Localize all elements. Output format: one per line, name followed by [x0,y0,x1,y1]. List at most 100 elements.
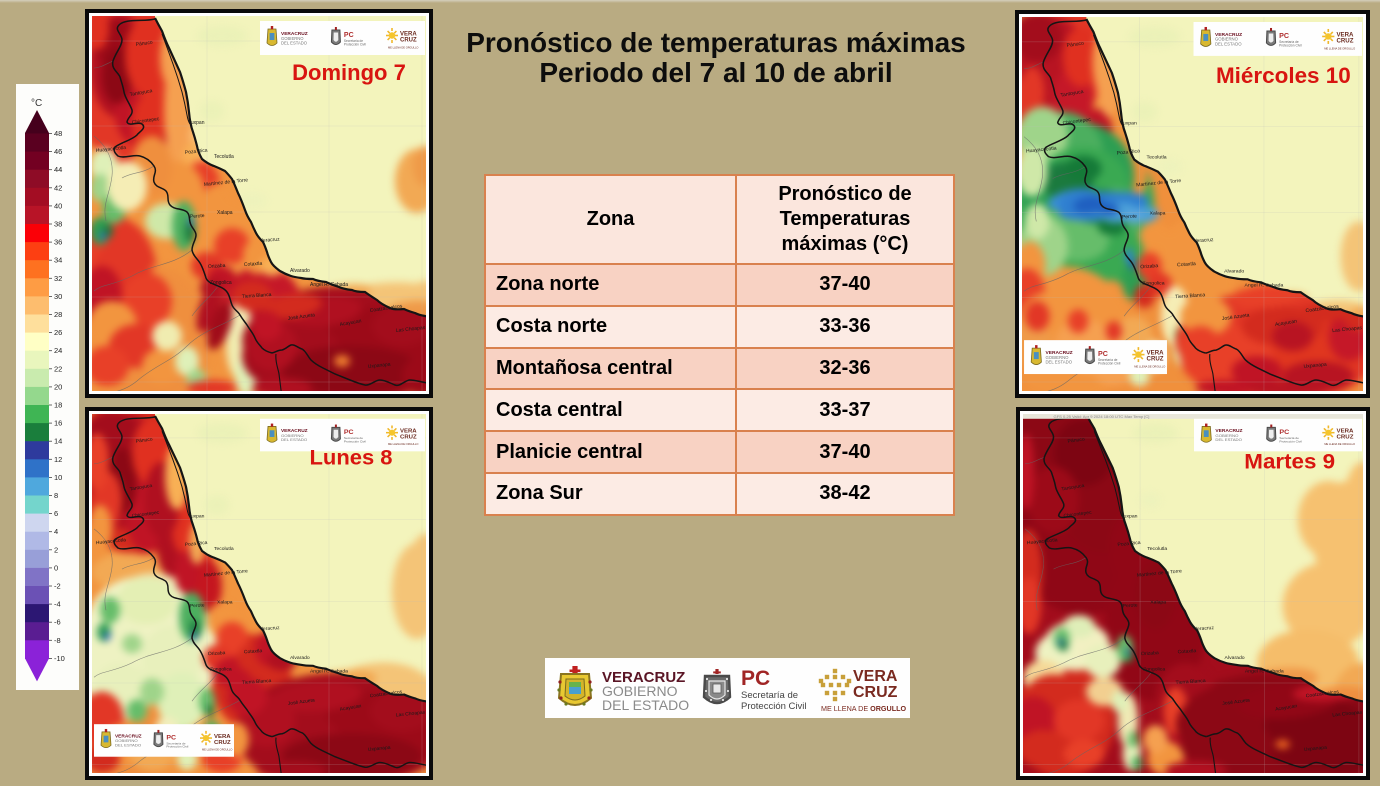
svg-text:Tierra Blanca: Tierra Blanca [1175,678,1206,686]
svg-text:Zongolica: Zongolica [1143,667,1165,673]
svg-text:GOBIERNO: GOBIERNO [1045,355,1069,360]
svg-text:Coatzacoalcos: Coatzacoalcos [369,689,403,699]
svg-text:ME LLENA DE ORGULLO: ME LLENA DE ORGULLO [202,749,232,752]
svg-text:Acayucan: Acayucan [1275,703,1298,712]
svg-text:Xalapa: Xalapa [217,210,233,216]
svg-text:GOBIERNO: GOBIERNO [281,433,304,438]
svg-text:GOBIERNO: GOBIERNO [1215,37,1239,42]
svg-text:Orizaba: Orizaba [208,650,226,657]
svg-text:Tecolutla: Tecolutla [214,154,234,160]
svg-text:Perote: Perote [190,602,205,609]
svg-text:Cotaxtla: Cotaxtla [1177,261,1196,268]
svg-text:Tecolutla: Tecolutla [1147,155,1167,161]
svg-text:ME LLENA DE ORGULLO: ME LLENA DE ORGULLO [1134,365,1165,369]
svg-text:GOBIERNO: GOBIERNO [281,36,304,41]
svg-text:José Azueta: José Azueta [287,312,315,322]
svg-text:Orizaba: Orizaba [1140,263,1158,270]
svg-text:Martínez de la Torre: Martínez de la Torre [204,568,249,578]
svg-text:Zongolica: Zongolica [1142,280,1164,286]
svg-text:DEL ESTADO: DEL ESTADO [1045,360,1072,365]
svg-text:CRUZ: CRUZ [1147,357,1164,363]
svg-text:Lunes 8: Lunes 8 [309,446,392,469]
svg-text:44: 44 [54,165,62,174]
svg-text:VERA: VERA [1147,351,1165,357]
svg-text:Secretaría de: Secretaría de [344,39,363,43]
svg-text:Veracruz: Veracruz [1193,237,1214,244]
svg-text:VERA: VERA [400,429,417,435]
svg-text:DEL ESTADO: DEL ESTADO [1215,437,1242,442]
svg-text:Chicontepec: Chicontepec [131,510,160,520]
svg-text:22: 22 [54,364,62,373]
svg-text:Acayucan: Acayucan [1274,318,1297,328]
svg-text:VERACRUZ: VERACRUZ [281,31,308,37]
svg-text:Martínez de la Torre: Martínez de la Torre [204,177,249,188]
svg-text:Coatzacoalcos: Coatzacoalcos [369,303,403,314]
svg-text:28: 28 [54,310,62,319]
svg-text:Orizaba: Orizaba [208,263,226,270]
svg-text:Veracruz: Veracruz [260,625,281,632]
svg-text:26: 26 [54,328,62,337]
svg-text:46: 46 [54,147,62,156]
svg-text:Perote: Perote [1122,213,1138,220]
svg-text:30: 30 [54,292,62,301]
svg-text:Huayacocotla: Huayacocotla [96,145,127,154]
svg-text:ME LLENA DE ORGULLO: ME LLENA DE ORGULLO [1324,46,1355,50]
svg-text:Tuxpan: Tuxpan [1120,121,1137,127]
svg-text:Xalapa: Xalapa [1150,600,1166,606]
svg-text:Poza Rica: Poza Rica [1117,148,1141,156]
svg-text:Protección Civil: Protección Civil [166,745,188,749]
svg-text:VERA: VERA [853,668,898,685]
svg-text:16: 16 [54,419,62,428]
svg-text:24: 24 [54,346,62,355]
svg-text:4: 4 [54,527,58,536]
svg-text:Tierra Blanca: Tierra Blanca [1175,292,1206,300]
svg-text:PC: PC [1098,351,1108,358]
svg-text:Uxpanapa: Uxpanapa [1303,362,1327,370]
svg-text:Las Choapas: Las Choapas [396,325,426,334]
svg-text:Veracruz: Veracruz [1194,625,1215,632]
svg-text:Secretaría de: Secretaría de [741,690,798,701]
svg-text:0: 0 [54,563,58,572]
svg-text:Poza Rica: Poza Rica [185,540,209,548]
svg-text:Protección Civil: Protección Civil [741,701,806,712]
svg-text:Angel R. Cabada: Angel R. Cabada [310,282,348,288]
svg-text:18: 18 [54,401,62,410]
svg-text:Cotaxtla: Cotaxtla [1177,648,1196,655]
svg-text:48: 48 [54,129,62,138]
svg-text:-10: -10 [54,654,65,663]
svg-text:CRUZ: CRUZ [853,684,898,701]
svg-text:Angel R. Cabada: Angel R. Cabada [310,669,348,675]
svg-text:14: 14 [54,437,62,446]
svg-text:Alvarado: Alvarado [1225,655,1245,661]
svg-text:CRUZ: CRUZ [1337,435,1354,441]
svg-text:-6: -6 [54,618,61,627]
svg-text:Chicontepec: Chicontepec [1063,510,1092,520]
svg-text:Tecolutla: Tecolutla [214,546,234,552]
svg-text:Cotaxtla: Cotaxtla [244,648,263,655]
svg-text:PC: PC [1279,33,1289,40]
svg-text:Pánuco: Pánuco [135,40,153,48]
svg-text:Poza Rica: Poza Rica [1117,540,1141,548]
svg-text:-8: -8 [54,636,61,645]
svg-text:Secretaría de: Secretaría de [1279,436,1299,440]
svg-text:Tantoyuca: Tantoyuca [1060,89,1084,99]
svg-text:VERACRUZ: VERACRUZ [1215,428,1242,434]
svg-text:DEL ESTADO: DEL ESTADO [602,697,689,713]
svg-text:VERA: VERA [400,32,417,38]
svg-text:Protección Civil: Protección Civil [344,439,366,443]
svg-text:Las Choapas: Las Choapas [396,710,426,719]
svg-text:Tuxpan: Tuxpan [188,120,205,126]
svg-text:Protección Civil: Protección Civil [344,43,366,47]
svg-text:Protección Civil: Protección Civil [1279,44,1302,48]
svg-text:Domingo 7: Domingo 7 [292,60,406,85]
svg-text:20: 20 [54,382,62,391]
svg-text:Zongolica: Zongolica [210,667,232,673]
svg-text:GOBIERNO: GOBIERNO [602,683,678,699]
svg-text:VERACRUZ: VERACRUZ [602,669,685,686]
svg-text:DEL ESTADO: DEL ESTADO [281,40,308,45]
svg-text:Tantoyuca: Tantoyuca [1061,483,1085,493]
svg-text:ME LLENA DE ORGULLO: ME LLENA DE ORGULLO [388,46,418,50]
svg-text:Huayacocotla: Huayacocotla [1026,146,1058,155]
svg-text:Coatzacoalcos: Coatzacoalcos [1305,304,1339,314]
svg-text:Veracruz: Veracruz [260,237,281,244]
